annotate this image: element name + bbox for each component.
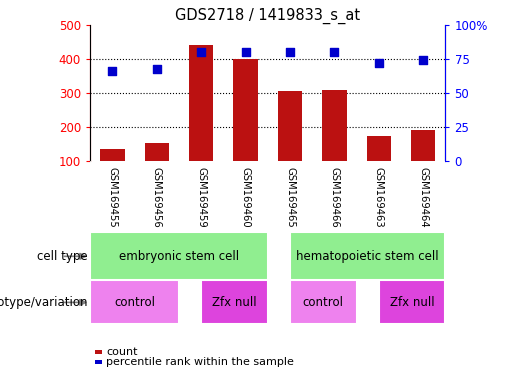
Bar [322, 90, 347, 161]
Point [152, 66, 161, 72]
Bar [90, 232, 268, 280]
Bar [233, 59, 258, 161]
Text: Zfx null: Zfx null [212, 296, 257, 309]
Text: GSM169464: GSM169464 [418, 167, 428, 228]
Text: GSM169456: GSM169456 [152, 167, 162, 228]
Bar [278, 91, 302, 161]
Point [286, 49, 294, 55]
Text: percentile rank within the sample: percentile rank within the sample [106, 357, 294, 367]
Text: count: count [106, 347, 138, 357]
Text: GSM169466: GSM169466 [330, 167, 339, 228]
Bar [379, 280, 445, 324]
Point [108, 68, 116, 74]
Text: GSM169463: GSM169463 [374, 167, 384, 228]
Text: Zfx null: Zfx null [390, 296, 435, 309]
Text: GSM169459: GSM169459 [196, 167, 206, 228]
Text: genotype/variation: genotype/variation [0, 296, 88, 309]
Bar [189, 45, 213, 161]
Bar [290, 232, 445, 280]
Bar [290, 280, 356, 324]
Text: control: control [114, 296, 155, 309]
Text: hematopoietic stem cell: hematopoietic stem cell [297, 250, 439, 263]
Point [375, 60, 383, 66]
Point [242, 49, 250, 55]
Point [330, 49, 338, 55]
Bar [90, 280, 179, 324]
Point [197, 49, 205, 55]
Bar [367, 136, 391, 161]
Text: GSM169455: GSM169455 [107, 167, 117, 228]
Title: GDS2718 / 1419833_s_at: GDS2718 / 1419833_s_at [175, 7, 360, 23]
Text: GSM169460: GSM169460 [241, 167, 251, 228]
Bar [145, 142, 169, 161]
Text: cell type: cell type [37, 250, 88, 263]
Text: control: control [303, 296, 344, 309]
Bar [201, 280, 268, 324]
Bar [411, 130, 436, 161]
Text: GSM169465: GSM169465 [285, 167, 295, 228]
Bar [100, 149, 125, 161]
Point [419, 57, 427, 63]
Text: embryonic stem cell: embryonic stem cell [119, 250, 239, 263]
